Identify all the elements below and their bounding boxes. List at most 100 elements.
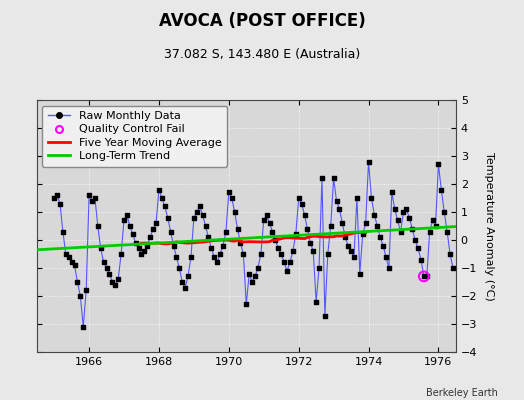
Point [265, 220, 274, 226]
Point [274, 245, 282, 252]
Point [350, 254, 358, 260]
Point [429, 217, 437, 224]
Point [399, 209, 408, 215]
Point [303, 226, 312, 232]
Point [341, 234, 350, 240]
Point [259, 217, 268, 224]
Point [105, 270, 114, 277]
Point [298, 200, 306, 207]
Point [193, 209, 201, 215]
Point [315, 265, 323, 271]
Point [236, 240, 245, 246]
Point [425, 228, 434, 235]
Point [405, 214, 413, 221]
Point [56, 200, 64, 207]
Point [300, 212, 309, 218]
Point [422, 273, 431, 280]
Point [132, 240, 140, 246]
Point [257, 251, 265, 257]
Point [248, 279, 256, 285]
Point [306, 240, 314, 246]
Point [382, 254, 390, 260]
Point [219, 242, 227, 249]
Point [152, 220, 160, 226]
Point [291, 231, 300, 238]
Point [233, 226, 242, 232]
Point [160, 203, 169, 210]
Point [408, 226, 417, 232]
Point [82, 287, 90, 294]
Text: AVOCA (POST OFFICE): AVOCA (POST OFFICE) [159, 12, 365, 30]
Point [70, 262, 79, 268]
Point [373, 223, 381, 229]
Point [96, 245, 105, 252]
Point [294, 195, 303, 201]
Point [242, 301, 250, 308]
Point [417, 256, 425, 263]
Point [431, 223, 440, 229]
Point [126, 223, 134, 229]
Point [175, 265, 183, 271]
Point [172, 254, 181, 260]
Point [222, 228, 230, 235]
Point [390, 206, 399, 212]
Point [449, 265, 457, 271]
Point [446, 251, 454, 257]
Point [318, 175, 326, 182]
Point [146, 234, 155, 240]
Point [420, 273, 428, 280]
Point [356, 270, 364, 277]
Point [59, 228, 67, 235]
Text: 37.082 S, 143.480 E (Australia): 37.082 S, 143.480 E (Australia) [164, 48, 360, 61]
Point [73, 279, 82, 285]
Point [108, 279, 116, 285]
Point [169, 242, 178, 249]
Point [195, 203, 204, 210]
Point [64, 254, 73, 260]
Point [134, 245, 143, 252]
Point [376, 234, 385, 240]
Point [338, 220, 346, 226]
Point [227, 195, 236, 201]
Point [280, 259, 288, 266]
Point [440, 209, 449, 215]
Point [178, 279, 187, 285]
Point [225, 189, 233, 196]
Point [388, 189, 396, 196]
Point [312, 298, 320, 305]
Point [207, 245, 215, 252]
Point [420, 273, 428, 280]
Y-axis label: Temperature Anomaly (°C): Temperature Anomaly (°C) [484, 152, 494, 300]
Point [271, 237, 280, 243]
Point [358, 231, 367, 238]
Point [396, 228, 405, 235]
Point [140, 248, 149, 254]
Legend: Raw Monthly Data, Quality Control Fail, Five Year Moving Average, Long-Term Tren: Raw Monthly Data, Quality Control Fail, … [42, 106, 227, 167]
Point [414, 245, 422, 252]
Point [353, 195, 361, 201]
Point [254, 265, 262, 271]
Point [344, 242, 352, 249]
Point [181, 284, 189, 291]
Point [385, 265, 393, 271]
Point [210, 254, 219, 260]
Point [309, 248, 318, 254]
Point [289, 248, 297, 254]
Point [335, 206, 344, 212]
Point [204, 234, 213, 240]
Point [184, 273, 192, 280]
Point [123, 212, 131, 218]
Point [111, 282, 119, 288]
Point [364, 158, 373, 165]
Point [85, 192, 93, 198]
Point [394, 217, 402, 224]
Point [117, 251, 125, 257]
Point [216, 251, 224, 257]
Point [114, 276, 123, 282]
Point [332, 198, 341, 204]
Point [88, 198, 96, 204]
Point [239, 251, 247, 257]
Point [190, 214, 198, 221]
Point [199, 212, 207, 218]
Point [330, 175, 338, 182]
